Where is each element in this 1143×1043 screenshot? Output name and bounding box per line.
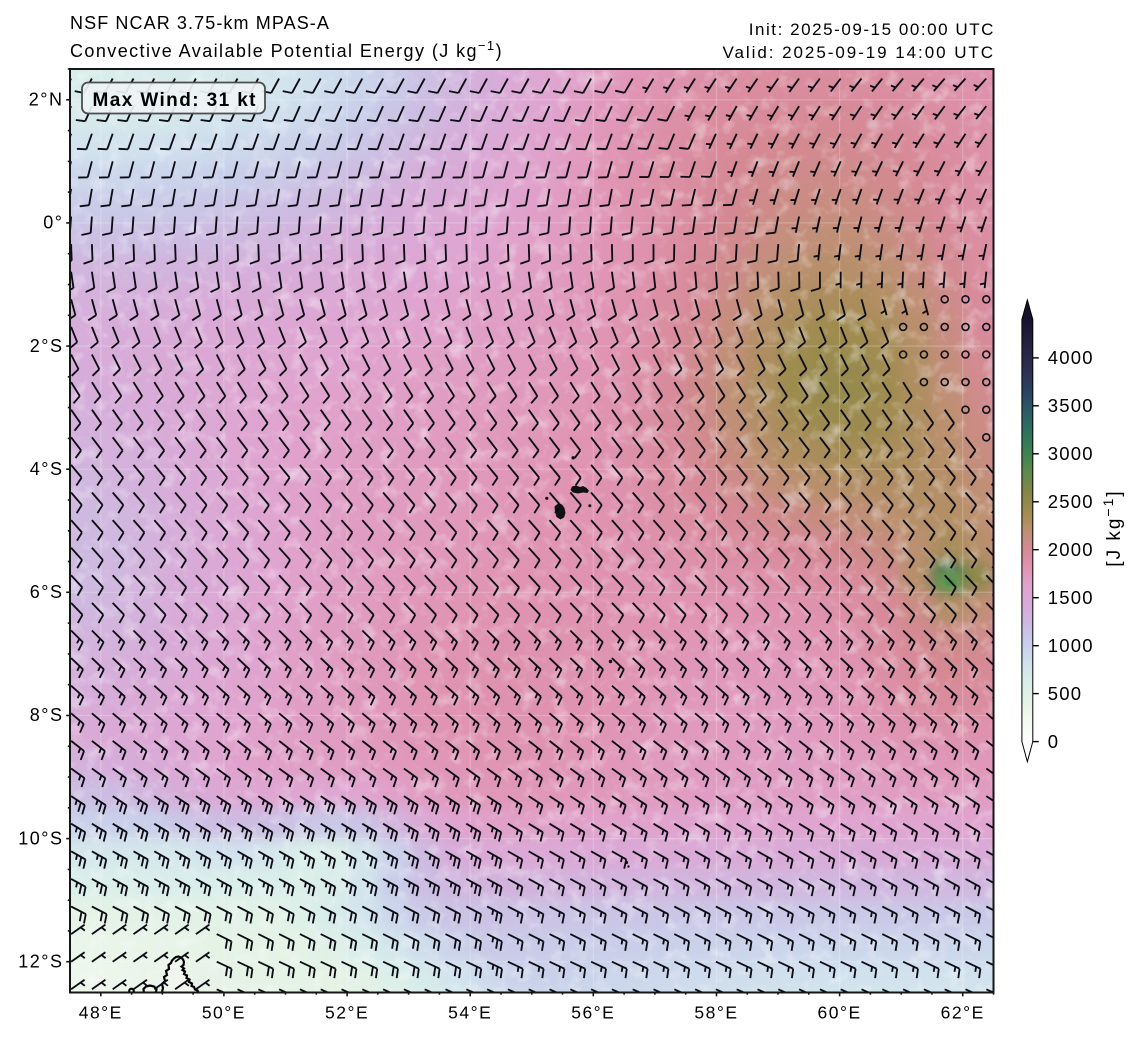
svg-text:[J kg−1]: [J kg−1] xyxy=(1100,489,1125,566)
svg-text:52°E: 52°E xyxy=(325,1003,369,1023)
svg-text:3000: 3000 xyxy=(1048,443,1094,464)
svg-text:500: 500 xyxy=(1048,683,1082,704)
svg-text:4°S: 4°S xyxy=(30,459,64,479)
svg-text:3500: 3500 xyxy=(1048,395,1094,416)
svg-text:2°S: 2°S xyxy=(30,336,64,356)
svg-text:54°E: 54°E xyxy=(448,1003,492,1023)
svg-text:56°E: 56°E xyxy=(571,1003,615,1023)
svg-text:50°E: 50°E xyxy=(202,1003,246,1023)
svg-text:62°E: 62°E xyxy=(941,1003,985,1023)
svg-text:0: 0 xyxy=(1048,731,1060,752)
svg-text:12°S: 12°S xyxy=(18,952,63,972)
svg-text:60°E: 60°E xyxy=(818,1003,862,1023)
svg-text:NSF NCAR 3.75-km MPAS-A: NSF NCAR 3.75-km MPAS-A xyxy=(70,13,330,33)
svg-text:8°S: 8°S xyxy=(30,705,64,725)
svg-text:48°E: 48°E xyxy=(79,1003,123,1023)
svg-text:Valid: 2025-09-19 14:00 UTC: Valid: 2025-09-19 14:00 UTC xyxy=(722,43,995,62)
svg-text:6°S: 6°S xyxy=(30,582,64,602)
svg-text:1000: 1000 xyxy=(1048,635,1094,656)
svg-text:2500: 2500 xyxy=(1048,491,1094,512)
svg-text:Convective Available Potential: Convective Available Potential Energy (J… xyxy=(70,38,503,61)
svg-text:2000: 2000 xyxy=(1048,539,1094,560)
svg-text:1500: 1500 xyxy=(1048,587,1094,608)
svg-text:10°S: 10°S xyxy=(18,828,63,848)
svg-text:2°N: 2°N xyxy=(29,90,64,110)
svg-text:58°E: 58°E xyxy=(694,1003,738,1023)
svg-text:4000: 4000 xyxy=(1048,347,1094,368)
svg-text:Max Wind: 31 kt: Max Wind: 31 kt xyxy=(93,90,257,111)
svg-text:Init: 2025-09-15 00:00 UTC: Init: 2025-09-15 00:00 UTC xyxy=(749,20,995,39)
svg-text:0°: 0° xyxy=(43,213,63,233)
